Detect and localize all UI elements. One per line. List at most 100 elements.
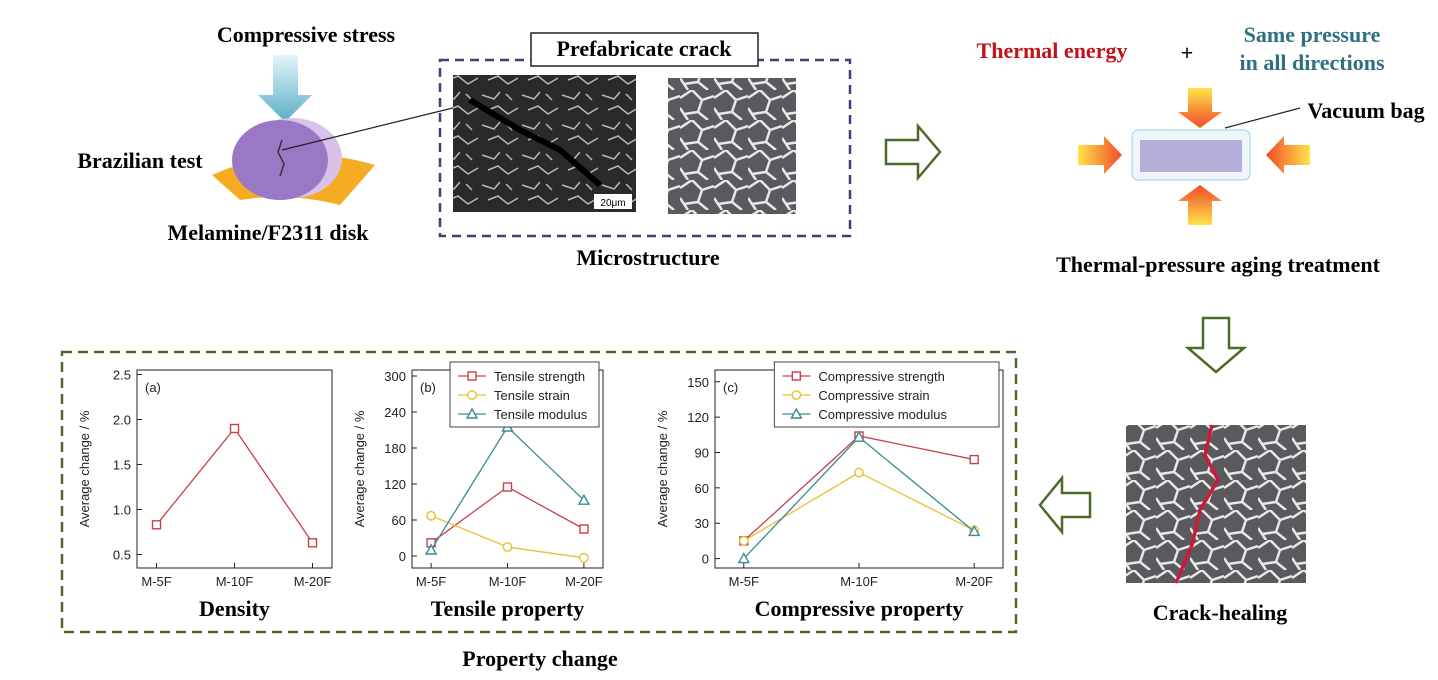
marker — [579, 524, 589, 534]
series-line — [743, 436, 975, 560]
legend-marker — [791, 390, 802, 400]
marker — [577, 493, 591, 505]
marker — [737, 552, 750, 564]
charts: 0.5 1.0 1.5 2.0 2.5 M-5F M-10F M-20F Average cha… — [77, 361, 1004, 621]
marker — [426, 510, 436, 521]
legend-box — [773, 361, 1000, 428]
marker — [502, 542, 513, 552]
panel-label: (b) — [420, 380, 436, 395]
stress-arrow — [258, 55, 312, 122]
x-tick-label: M-10F — [489, 574, 527, 589]
chart-title: Density — [199, 596, 270, 621]
arrow-left — [1038, 474, 1092, 536]
microstructure-label: Microstructure — [576, 245, 720, 270]
y-tick-label: 0 — [399, 549, 406, 564]
chart-title: Compressive property — [755, 596, 964, 621]
y-axis-label: Average change / % — [77, 410, 92, 527]
arrow-down — [1184, 316, 1248, 374]
crack — [277, 139, 285, 177]
marker — [151, 520, 162, 530]
crack-healing-label: Crack-healing — [1153, 600, 1287, 625]
arrow-right-in — [1266, 136, 1310, 174]
y-tick-label: 30 — [695, 516, 709, 531]
x-tick-label: M-20F — [955, 574, 993, 589]
y-tick-label: 2.0 — [113, 413, 131, 428]
panel-label: (a) — [145, 380, 161, 395]
y-tick-label: 120 — [384, 477, 406, 492]
marker — [502, 482, 513, 492]
marker — [229, 423, 240, 434]
arrow-left-in — [1078, 136, 1122, 174]
vacuum-bag-label: Vacuum bag — [1307, 98, 1424, 123]
pointer — [281, 104, 466, 151]
prefab-label: Prefabricate crack — [557, 36, 733, 61]
sample — [1140, 140, 1242, 172]
y-tick-label: 180 — [384, 441, 406, 456]
microstructure-box — [438, 58, 852, 238]
x-tick-label: M-5F — [729, 574, 759, 589]
marker — [738, 535, 749, 546]
x-tick-label: M-10F — [216, 574, 254, 589]
x-tick-label: M-5F — [141, 574, 171, 589]
prefab-box — [530, 32, 759, 67]
arrow-bottom — [1178, 185, 1222, 225]
legend-entry: Tensile strength — [494, 369, 585, 384]
y-tick-label: 60 — [695, 481, 709, 496]
sem-crack — [468, 97, 602, 188]
healed-crack — [1174, 424, 1221, 584]
y-tick-label: 1.0 — [113, 503, 131, 518]
y-tick-label: 1.5 — [113, 458, 131, 473]
y-tick-label: 60 — [392, 513, 406, 528]
same-pressure-1: Same pressure — [1244, 22, 1381, 47]
y-tick-label: 0 — [702, 552, 709, 567]
healed-cube — [1126, 425, 1306, 583]
property-change-label: Property change — [462, 646, 618, 671]
legend-entry: Tensile modulus — [494, 407, 588, 422]
legend-marker — [467, 371, 477, 381]
legend-entry: Compressive modulus — [818, 407, 947, 422]
scale-bar: 20μm — [600, 198, 625, 209]
x-tick-label: M-5F — [416, 574, 446, 589]
same-pressure-2: in all directions — [1239, 50, 1384, 75]
y-tick-label: 240 — [384, 405, 406, 420]
scale-bar-box — [594, 194, 632, 209]
compressive-stress-label: Compressive stress — [217, 22, 396, 47]
legend-marker — [791, 371, 802, 381]
x-tick-label: M-10F — [840, 574, 878, 589]
bag-pointer — [1224, 107, 1301, 129]
series-line — [430, 486, 585, 544]
marker — [969, 454, 979, 465]
marker — [579, 552, 589, 563]
series-line — [743, 435, 975, 542]
disk — [232, 120, 328, 200]
legend-entry: Compressive strength — [818, 369, 944, 384]
legend-marker — [465, 407, 479, 419]
legend-marker — [790, 407, 803, 419]
marker — [307, 538, 318, 548]
arrow-right — [884, 122, 942, 182]
y-tick-label: 90 — [695, 446, 709, 461]
y-axis-label: Average change / % — [352, 410, 367, 527]
marker — [852, 430, 866, 442]
series-line — [743, 471, 975, 542]
legend-marker — [467, 390, 477, 400]
marker — [424, 543, 438, 555]
marker — [854, 467, 864, 478]
plot-frame — [136, 369, 333, 569]
chart-title: Tensile property — [431, 596, 584, 621]
disk-label: Melamine/F2311 disk — [167, 220, 369, 245]
arrow-top — [1178, 88, 1222, 128]
y-axis-label: Average change / % — [655, 410, 670, 527]
x-tick-label: M-20F — [294, 574, 332, 589]
y-tick-label: 300 — [384, 369, 406, 384]
foam-cube — [668, 78, 796, 214]
y-tick-label: 120 — [687, 410, 709, 425]
panel-label: (c) — [723, 380, 738, 395]
brazilian-test-label: Brazilian test — [77, 148, 203, 173]
series-line — [155, 427, 314, 544]
y-tick-label: 2.5 — [113, 368, 131, 383]
y-tick-label: 0.5 — [113, 548, 131, 563]
x-tick-label: M-20F — [565, 574, 603, 589]
plus: + — [1181, 40, 1194, 65]
